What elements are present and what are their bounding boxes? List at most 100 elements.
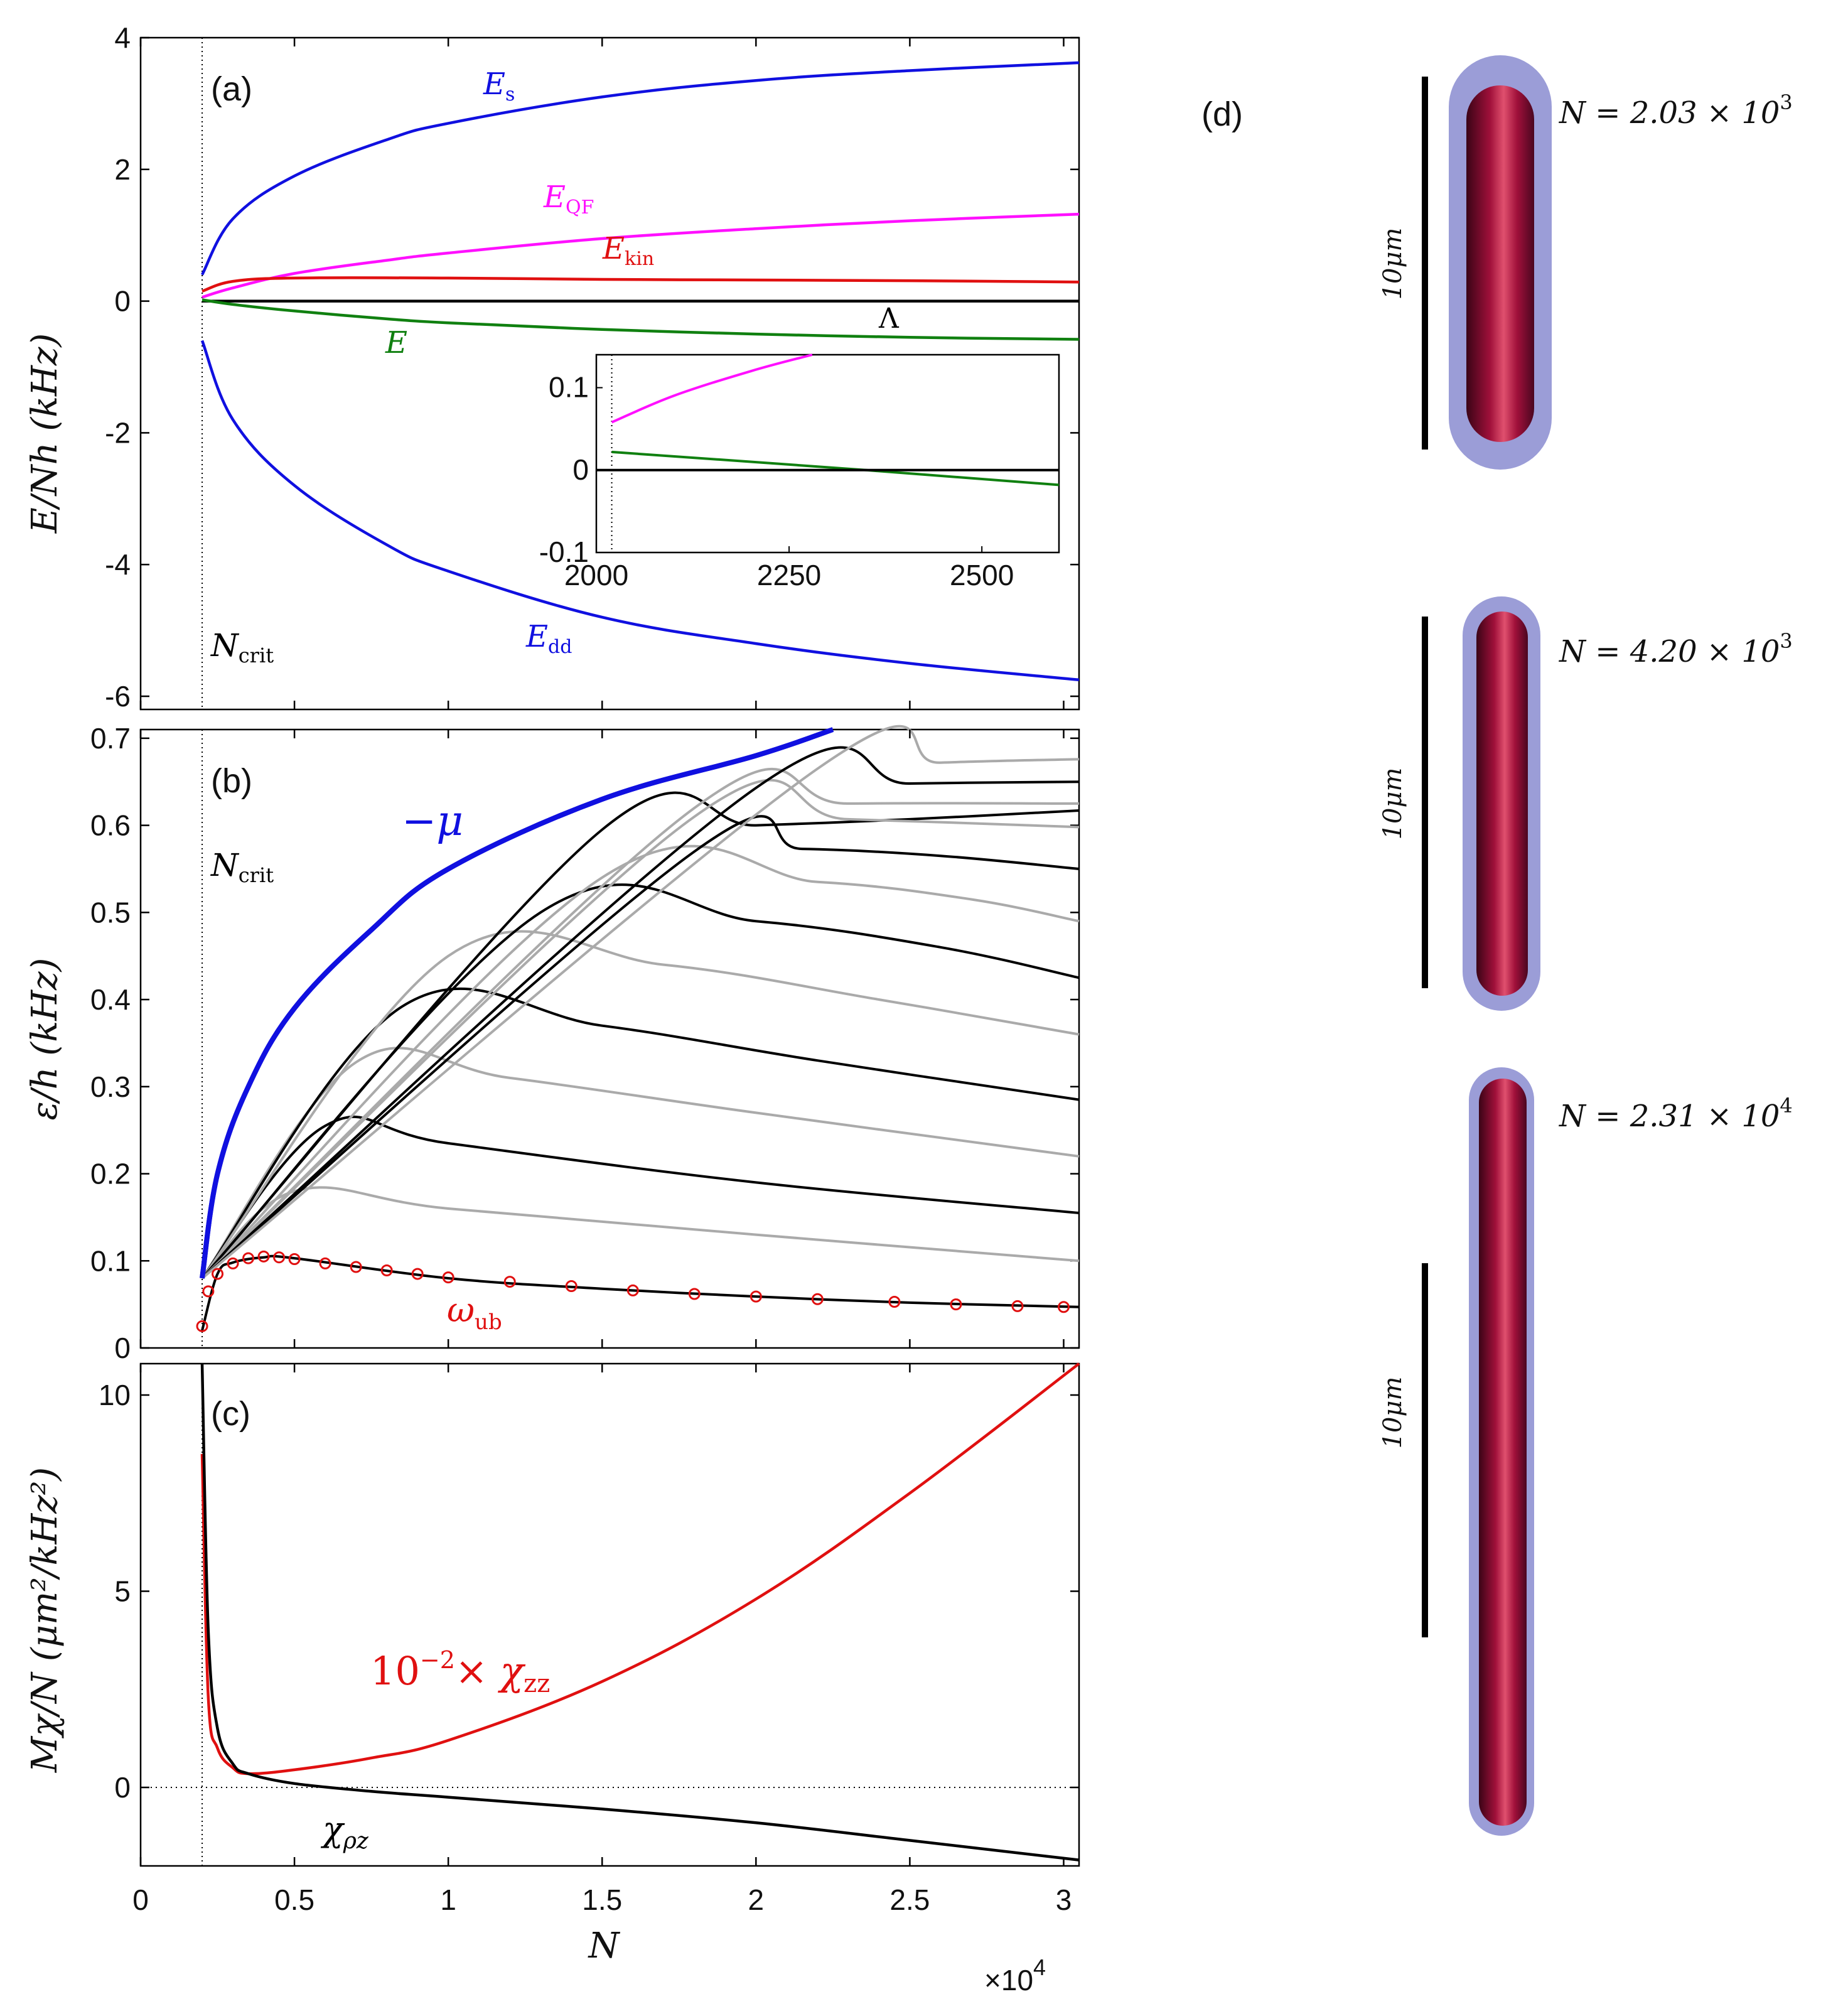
label-Lambda: Λ: [878, 303, 900, 335]
curve-mode-black-1: [201, 1115, 1080, 1280]
curve-χ_ρz: [200, 1363, 1080, 1862]
ncrit-label-a: Ncrit: [210, 627, 274, 667]
curve-mode-black-5: [201, 791, 1080, 1280]
curve-ω_ub (line): [201, 1254, 1080, 1331]
inset-curve-E_QF: [611, 353, 813, 424]
omega-ub-point: [227, 1257, 239, 1269]
xtick-label: 3: [1056, 1883, 1072, 1916]
omega-ub-point: [288, 1253, 301, 1265]
condensate-2: [1476, 612, 1528, 996]
omega-ub-point: [749, 1290, 762, 1303]
curve-mode-gray-1: [201, 1186, 1080, 1280]
ytick-label-c: 5: [114, 1575, 131, 1608]
density-state-1: 10μm N = 2.03 × 103: [1378, 55, 1793, 470]
omega-ub-point: [196, 1320, 208, 1332]
curve-E_kin: [201, 276, 1080, 293]
curve-E: [201, 298, 1080, 341]
ytick-label-b: 0.6: [90, 809, 131, 842]
label-Edd: Edd: [525, 619, 572, 658]
n-label-2: N = 4.20 × 103: [1559, 629, 1793, 669]
omega-ub-point: [202, 1285, 215, 1298]
curve-mode-gray-7: [201, 725, 1080, 1280]
inset-frame: [595, 353, 1060, 554]
inset-ytick-label: -0.1: [539, 536, 589, 568]
omega-ub-point: [380, 1264, 393, 1277]
panel-b-ylabel: ε/h (kHz): [24, 958, 65, 1121]
ytick-label-a: -4: [105, 548, 131, 581]
ytick-label-b: 0.7: [90, 722, 131, 755]
ytick-label-a: 0: [114, 285, 131, 318]
omega-ub-point: [503, 1276, 516, 1288]
curve-mode-gray-3: [201, 930, 1080, 1280]
omega-ub-point: [950, 1298, 962, 1311]
curve-mode-gray-4: [201, 844, 1080, 1280]
xtick-label: 1: [440, 1883, 456, 1916]
n-label-1: N = 2.03 × 103: [1559, 90, 1793, 131]
ncrit-label-b: Ncrit: [210, 847, 274, 887]
panel-a: 4 2 0 -2 -4 -6 (a) E/Nh (kHz) Ncrit Es EQF Ek…: [24, 21, 1080, 713]
omega-ub-point: [411, 1268, 424, 1280]
xtick-label: 0.5: [274, 1883, 314, 1916]
panel-b: 0.7 0.6 0.5 0.4 0.3 0.2 0.1 0 (b) ε/h (kHz) Ncr…: [24, 722, 1080, 1364]
panel-c-frame: [139, 1362, 1080, 1867]
ytick-label-b: 0.4: [90, 983, 131, 1016]
panel-c-ylabel: Mχ/N (μm²/kHz²): [24, 1467, 65, 1773]
inset-xtick-label: 2000: [564, 559, 628, 591]
omega-ub-point: [319, 1257, 331, 1269]
condensate-1: [1466, 85, 1534, 442]
density-state-3: 10μm N = 2.31 × 104: [1378, 1067, 1793, 1836]
ytick-label-a: 4: [114, 21, 131, 54]
xtick-label: 1.5: [582, 1883, 622, 1916]
ytick-label-c: 10: [99, 1379, 131, 1411]
density-state-2: 10μm N = 4.20 × 103: [1378, 596, 1793, 1011]
label-Es: Es: [483, 67, 515, 105]
scale-label-3: 10μm: [1378, 1377, 1407, 1449]
label-Ekin: Ekin: [602, 231, 654, 270]
panel-c-label: (c): [211, 1395, 250, 1433]
panel-c: 10 5 0 (c) Mχ/N (μm²/kHz²) 10−2× χzz χρz: [24, 1362, 1080, 1867]
ytick-label-b: 0.5: [90, 896, 131, 929]
scale-label-1: 10μm: [1378, 228, 1407, 300]
omega-ub-point: [626, 1284, 639, 1296]
omega-ub-point: [811, 1293, 824, 1305]
curve-mode-black-6: [201, 746, 1080, 1280]
label-omega-ub: ωub: [447, 1290, 502, 1335]
omega-ub-point: [688, 1288, 701, 1300]
omega-ub-point: [212, 1268, 224, 1280]
curve-mode-gray-5: [201, 779, 1080, 1280]
inset-xtick-label: 2250: [757, 559, 821, 591]
curve-E_QF: [201, 212, 1080, 299]
ytick-label-b: 0.1: [90, 1244, 131, 1277]
panel-d-label: (d): [1201, 95, 1243, 133]
curve-mode-black-4: [201, 815, 1080, 1280]
omega-ub-point: [242, 1252, 255, 1264]
curve-E_s: [201, 61, 1080, 276]
curve-mode-black-2: [201, 987, 1080, 1280]
label-chizz: 10−2× χzz: [370, 1646, 550, 1698]
omega-ub-point: [257, 1250, 270, 1263]
ytick-label-a: 2: [114, 153, 131, 186]
inset: 2000 2250 2500 0.1 0 -0.1: [539, 353, 1060, 591]
omega-ub-point: [1011, 1300, 1024, 1312]
inset-ytick-label: 0.1: [549, 371, 589, 404]
ytick-label-a: -6: [105, 680, 131, 713]
panel-a-label: (a): [211, 70, 252, 108]
omega-ub-point: [565, 1280, 578, 1292]
ytick-label-b: 0.2: [90, 1158, 131, 1190]
omega-ub-point: [442, 1271, 454, 1284]
curve-mu-top: [200, 727, 834, 1279]
inset-xtick-label: 2500: [950, 559, 1014, 591]
curve-10^-2 × χ_zz: [200, 1362, 1080, 1775]
omega-ub-point: [273, 1251, 286, 1264]
label-EQF: EQF: [543, 180, 594, 218]
x-multiplier: ×104: [984, 1954, 1046, 1996]
label-chirhoz: χρz: [320, 1809, 369, 1854]
panel-b-frame: [139, 728, 1080, 1349]
ytick-label-a: -2: [105, 416, 131, 449]
omega-ub-point: [888, 1295, 901, 1308]
panel-b-label: (b): [211, 762, 252, 800]
omega-ub-point: [1057, 1301, 1070, 1313]
scale-label-2: 10μm: [1378, 768, 1407, 840]
panel-d: (d) 10μm N = 2.03 × 103 10μm N = 4.20 × …: [1201, 55, 1793, 1836]
